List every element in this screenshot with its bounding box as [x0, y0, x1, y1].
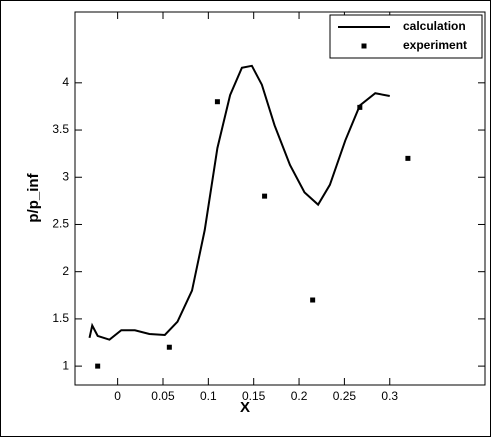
y-tick-label: 2	[62, 264, 69, 278]
x-tick-label: 0	[114, 389, 121, 403]
x-tick-label: 0.15	[242, 389, 266, 403]
x-tick-label: 0.2	[291, 389, 308, 403]
x-tick-label: 0.05	[151, 389, 175, 403]
experiment-point	[166, 344, 172, 350]
y-tick-label: 2.5	[52, 217, 69, 231]
x-axis-label: X	[240, 399, 250, 416]
experiment-point	[95, 363, 101, 369]
experiment-point	[214, 99, 220, 105]
y-tick-label: 4	[62, 75, 69, 89]
experiment-point	[405, 155, 411, 161]
experiment-point	[310, 297, 316, 303]
y-tick-label: 1.5	[52, 311, 69, 325]
legend-label: calculation	[403, 19, 466, 33]
plot-area	[74, 11, 486, 386]
legend-label: experiment	[403, 38, 467, 52]
calculation-line	[88, 64, 390, 341]
x-tick-label: 0.25	[333, 389, 357, 403]
y-tick-label: 3.5	[52, 122, 69, 136]
y-tick-label: 1	[62, 358, 69, 372]
legend-box	[329, 14, 483, 59]
experiment-point	[357, 104, 363, 110]
legend-marker	[361, 43, 367, 49]
y-axis-label: p/p_inf	[25, 172, 42, 222]
x-tick-label: 0.3	[381, 389, 398, 403]
y-tick-label: 3	[62, 169, 69, 183]
experiment-point	[262, 193, 268, 199]
x-tick-label: 0.1	[200, 389, 217, 403]
